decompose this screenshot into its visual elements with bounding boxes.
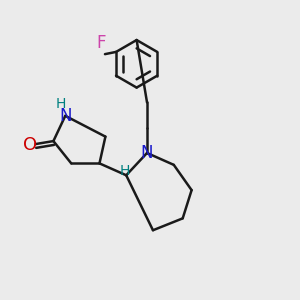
Text: O: O [22, 136, 37, 154]
Text: N: N [59, 107, 71, 125]
Text: F: F [96, 34, 106, 52]
Text: H: H [119, 164, 130, 178]
Text: N: N [141, 144, 153, 162]
Text: H: H [56, 97, 66, 111]
